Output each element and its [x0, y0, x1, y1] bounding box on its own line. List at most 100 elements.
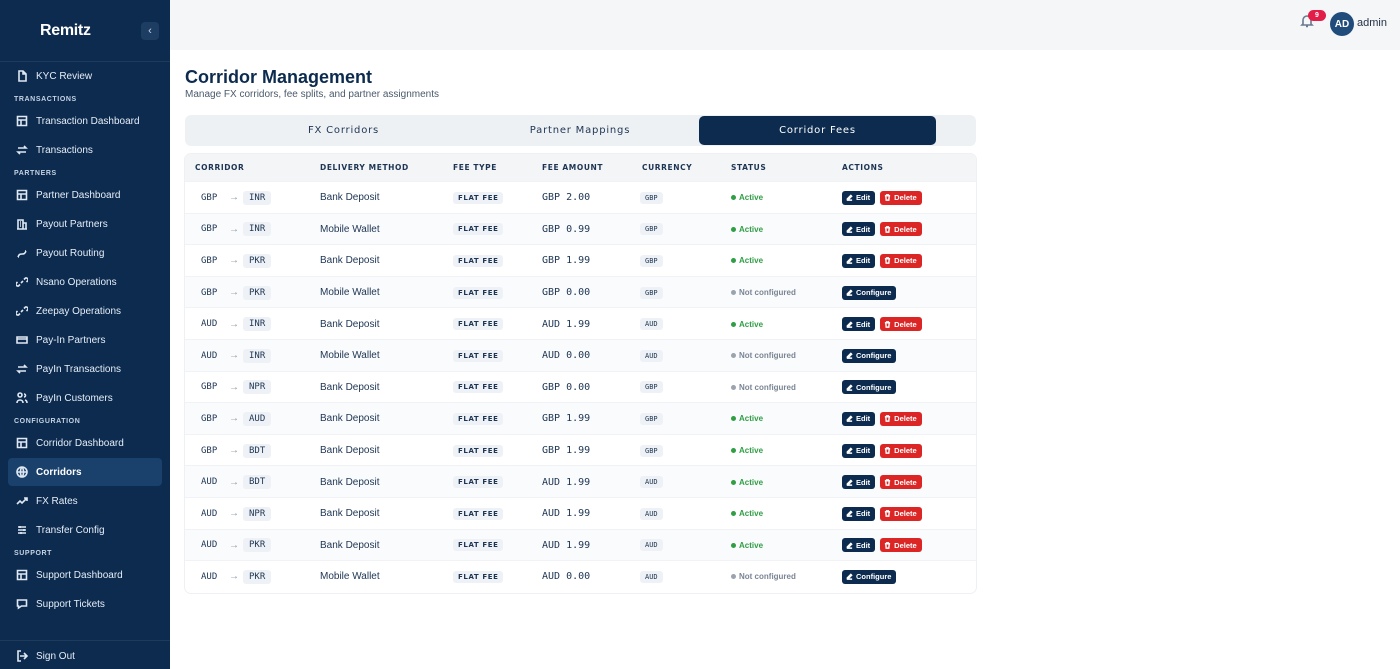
- edit-button[interactable]: Edit: [842, 317, 876, 332]
- delete-button[interactable]: Delete: [880, 443, 922, 458]
- dashboard-icon: [15, 569, 28, 582]
- fee-amount: AUD 1.99: [542, 476, 591, 488]
- fee-amount: AUD 1.99: [542, 318, 591, 330]
- arrow-right-icon: →: [229, 445, 239, 457]
- delivery-method: Mobile Wallet: [320, 350, 380, 362]
- status-badge: Not configured: [731, 372, 796, 404]
- currency-badge: AUD: [640, 498, 663, 530]
- arrow-right-icon: →: [229, 508, 239, 520]
- corridor-from: AUD: [201, 319, 218, 330]
- brand-logo[interactable]: Remitz: [40, 21, 91, 39]
- status-badge: Not configured: [731, 340, 796, 372]
- arrow-right-icon: →: [229, 476, 239, 488]
- sidebar-item-payout-routing[interactable]: Payout Routing: [8, 239, 162, 267]
- sidebar-item-label: Payout Routing: [36, 247, 105, 259]
- delivery-method: Bank Deposit: [320, 508, 380, 520]
- sidebar-item-pay-in-partners[interactable]: Pay-In Partners: [8, 326, 162, 354]
- sidebar-item-support-tickets[interactable]: Support Tickets: [8, 590, 162, 618]
- fee-type-badge: FLAT FEE: [453, 277, 504, 309]
- trash-icon: [885, 478, 891, 486]
- notifications-button[interactable]: 9: [1300, 10, 1326, 30]
- sidebar-item-fx-rates[interactable]: FX Rates: [8, 487, 162, 515]
- delete-button[interactable]: Delete: [880, 253, 922, 268]
- sidebar-item-payin-transactions[interactable]: PayIn Transactions: [8, 355, 162, 383]
- currency-badge: GBP: [640, 182, 663, 214]
- delete-button[interactable]: Delete: [880, 506, 922, 521]
- delete-button[interactable]: Delete: [880, 190, 922, 205]
- delete-button[interactable]: Delete: [880, 475, 922, 490]
- notification-badge: 9: [1308, 10, 1326, 21]
- tab-corridor-fees[interactable]: Corridor Fees: [699, 116, 936, 145]
- edit-button[interactable]: Edit: [842, 222, 876, 237]
- sidebar-item-transaction-dashboard[interactable]: Transaction Dashboard: [8, 107, 162, 135]
- currency-badge: GBP: [640, 214, 663, 246]
- corridor-from: AUD: [201, 350, 218, 361]
- edit-button[interactable]: Edit: [842, 411, 876, 426]
- sign-out-button[interactable]: Sign Out: [8, 642, 162, 669]
- row-actions: Edit Delete: [842, 498, 922, 530]
- sliders-icon: [15, 524, 28, 537]
- corridor-to: INR: [243, 308, 272, 340]
- delete-button[interactable]: Delete: [880, 317, 922, 332]
- arrow-right-icon: →: [229, 350, 239, 362]
- sidebar-item-label: PayIn Transactions: [36, 363, 122, 375]
- arrow-right-icon: →: [229, 318, 239, 330]
- corridor-from: GBP: [201, 192, 218, 203]
- configure-button[interactable]: Configure: [842, 569, 897, 584]
- table-header: CORRIDOR DELIVERY METHOD FEE TYPE FEE AM…: [185, 154, 976, 181]
- sidebar-item-label: Zeepay Operations: [36, 305, 122, 317]
- edit-button[interactable]: Edit: [842, 443, 876, 458]
- swap-icon: [15, 144, 28, 157]
- delete-button[interactable]: Delete: [880, 411, 922, 426]
- row-actions: Edit Delete: [842, 435, 922, 467]
- tab-fx-corridors[interactable]: FX Corridors: [307, 125, 380, 136]
- delete-button[interactable]: Delete: [880, 222, 922, 237]
- sidebar-item-transactions[interactable]: Transactions: [8, 136, 162, 164]
- configure-button[interactable]: Configure: [842, 380, 897, 395]
- edit-icon: [846, 573, 853, 581]
- status-dot: [731, 226, 736, 232]
- edit-icon: [846, 257, 853, 265]
- edit-button[interactable]: Edit: [842, 190, 876, 205]
- tab-partner-mappings[interactable]: Partner Mappings: [529, 125, 631, 136]
- sidebar-item-transfer-config[interactable]: Transfer Config: [8, 516, 162, 544]
- configure-button[interactable]: Configure: [842, 348, 897, 363]
- sidebar-item-label: Corridors: [36, 466, 82, 478]
- fee-type-badge: FLAT FEE: [453, 308, 504, 340]
- edit-button[interactable]: Edit: [842, 538, 876, 553]
- edit-button[interactable]: Edit: [842, 253, 876, 268]
- route-icon: [15, 247, 28, 260]
- edit-button[interactable]: Edit: [842, 506, 876, 521]
- sidebar-item-label: Transfer Config: [36, 524, 105, 536]
- sidebar-item-label: Corridor Dashboard: [36, 437, 124, 449]
- table-row: GBP → INR Bank Deposit FLAT FEE GBP 2.00 GBP Ac…: [185, 181, 976, 213]
- row-actions: Configure: [842, 277, 897, 309]
- chevron-left-icon[interactable]: ‹: [141, 21, 159, 40]
- sidebar-item-partner-dashboard[interactable]: Partner Dashboard: [8, 181, 162, 209]
- corridor-to: PKR: [243, 277, 272, 309]
- sidebar-item-payin-customers[interactable]: PayIn Customers: [8, 384, 162, 412]
- configure-button[interactable]: Configure: [842, 285, 897, 300]
- sidebar-item-kyc-review[interactable]: KYC Review: [8, 62, 162, 90]
- chat-icon: [15, 598, 28, 611]
- avatar[interactable]: AD: [1330, 12, 1354, 36]
- delete-button[interactable]: Delete: [880, 538, 922, 553]
- sidebar-item-support-dashboard[interactable]: Support Dashboard: [8, 561, 162, 589]
- table-row: GBP → INR Mobile Wallet FLAT FEE GBP 0.99 GBP A…: [185, 212, 976, 246]
- sidebar-item-payout-partners[interactable]: Payout Partners: [8, 210, 162, 238]
- table-row: AUD → PKR Mobile Wallet FLAT FEE AUD 0.00 AUD N…: [185, 560, 976, 592]
- corridor-from: GBP: [201, 224, 218, 235]
- sidebar-item-label: Transactions: [36, 144, 93, 156]
- sidebar-item-corridors[interactable]: Corridors: [8, 458, 162, 486]
- logout-icon: [15, 650, 28, 663]
- table-row: GBP → AUD Bank Deposit FLAT FEE GBP 1.99 GBP Ac…: [185, 402, 976, 434]
- sidebar-item-corridor-dashboard[interactable]: Corridor Dashboard: [8, 429, 162, 457]
- corridor-to: INR: [243, 182, 272, 214]
- sidebar-item-zeepay-operations[interactable]: Zeepay Operations: [8, 297, 162, 325]
- delivery-method: Bank Deposit: [320, 445, 380, 457]
- sidebar-item-nsano-operations[interactable]: Nsano Operations: [8, 268, 162, 296]
- edit-button[interactable]: Edit: [842, 475, 876, 490]
- username[interactable]: admin: [1357, 17, 1387, 29]
- arrow-right-icon: →: [229, 223, 239, 235]
- fee-amount: GBP 2.00: [542, 192, 591, 204]
